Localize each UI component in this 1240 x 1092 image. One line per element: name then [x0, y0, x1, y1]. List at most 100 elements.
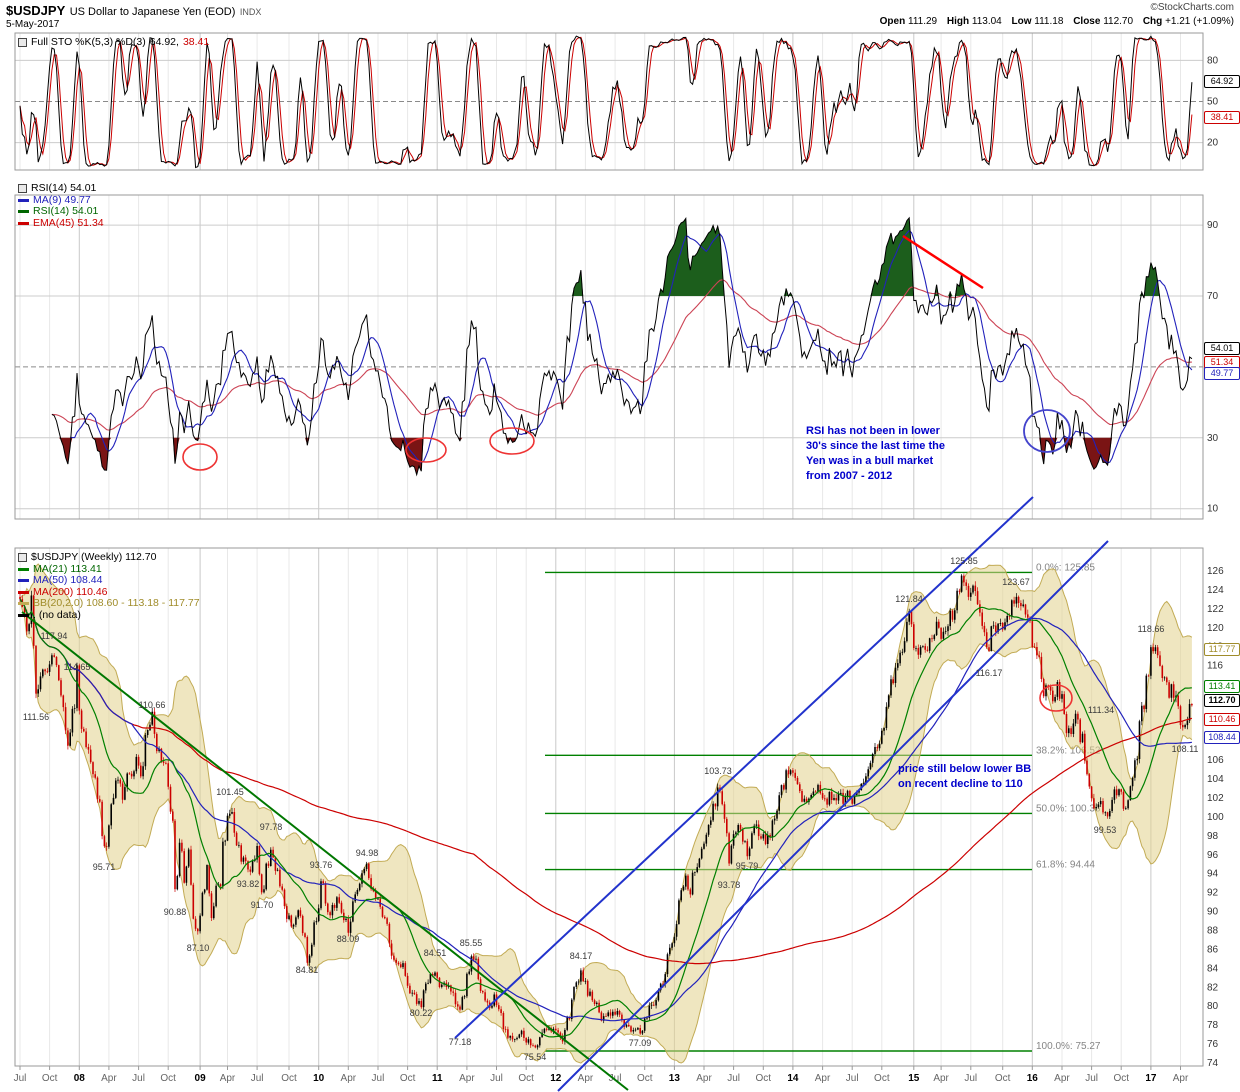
svg-text:Apr: Apr [933, 1073, 949, 1084]
price-swing-label: 125.85 [950, 556, 978, 566]
high-value: 113.04 [971, 16, 1002, 27]
svg-text:100.0%: 75.27: 100.0%: 75.27 [1036, 1041, 1101, 1052]
svg-text:76: 76 [1207, 1039, 1219, 1050]
svg-text:90: 90 [1207, 220, 1219, 231]
svg-text:Jul: Jul [1085, 1073, 1098, 1084]
candlestick-icon [18, 553, 27, 563]
price-swing-label: 121.84 [895, 594, 923, 604]
chg-value: +1.21 (+1.09%) [1165, 16, 1234, 27]
sto-k-value: 64.92, [149, 36, 179, 48]
price-swing-label: 95.79 [735, 861, 759, 871]
svg-text:94: 94 [1207, 869, 1219, 880]
price-swing-label: 114.65 [63, 662, 91, 672]
annotation-note: price still below lower BB on recent decl… [898, 763, 1032, 790]
rsi-area-label: RSI(14) 54.01 [33, 205, 99, 217]
downtrend-line [21, 611, 629, 1091]
no-data-icon [18, 613, 29, 617]
bollinger-band-icon [18, 602, 29, 606]
rsi-legend-row: RSI(14) 54.01 [18, 205, 104, 218]
low-label: Low [1011, 16, 1032, 27]
price-legend-row: MA(200) 110.46 [18, 586, 200, 599]
open-label: Open [879, 16, 906, 27]
rsi-low-circle [489, 427, 535, 455]
price-swing-label: 87.10 [186, 943, 210, 953]
ma21-line-icon [18, 567, 29, 571]
rsi-low-circle [182, 443, 218, 471]
axis-badge-108.44: 108.44 [1204, 731, 1240, 744]
svg-text:15: 15 [908, 1073, 920, 1084]
rsi-ema45-label: EMA(45) 51.34 [33, 216, 104, 229]
price-swing-label: 123.67 [1002, 577, 1030, 587]
axis-badge-110.46: 110.46 [1204, 713, 1240, 726]
rsi-divergence-line [902, 234, 984, 290]
svg-text:82: 82 [1207, 982, 1219, 993]
rsi-legend: RSI(14) 54.01 MA(9) 49.77 RSI(14) 54.01 … [18, 182, 104, 229]
price-swing-label: 93.82 [236, 879, 260, 889]
ma9-line-icon [18, 198, 29, 202]
svg-text:74: 74 [1207, 1058, 1219, 1069]
price-swing-label: 93.76 [309, 860, 333, 870]
ma21-label: MA(21) 113.41 [33, 562, 102, 575]
axis-badge-117.77: 117.77 [1204, 643, 1240, 656]
bb-label: BB(20,2.0) 108.60 - 113.18 - 117.77 [33, 597, 200, 609]
svg-text:Oct: Oct [42, 1073, 58, 1084]
svg-text:Jul: Jul [490, 1073, 503, 1084]
exchange-label: INDX [239, 7, 262, 17]
rsi-legend-row: RSI(14) 54.01 [18, 182, 104, 195]
symbol: $USDJPY [6, 3, 66, 18]
price-swing-label: 94.98 [355, 848, 379, 858]
svg-text:09: 09 [195, 1073, 207, 1084]
ma50-line-icon [18, 579, 29, 583]
svg-text:Apr: Apr [815, 1073, 831, 1084]
svg-text:38.2%: 106.52: 38.2%: 106.52 [1036, 745, 1101, 756]
svg-text:61.8%: 94.44: 61.8%: 94.44 [1036, 860, 1095, 871]
price-swing-label: 116.17 [975, 668, 1003, 678]
svg-text:Oct: Oct [281, 1073, 297, 1084]
price-swing-label: 80.22 [409, 1008, 433, 1018]
svg-text:106: 106 [1207, 755, 1224, 766]
axis-badge-64.92: 64.92 [1204, 75, 1240, 88]
svg-text:84: 84 [1207, 963, 1219, 974]
svg-text:80: 80 [1207, 55, 1219, 66]
indicator-icon [18, 184, 27, 194]
sto-legend-row: Full STO %K(5,3) %D(3) 64.92, 38.41 [18, 36, 210, 49]
svg-text:Oct: Oct [1113, 1073, 1129, 1084]
ma200-line-icon [18, 590, 29, 594]
quote-strip: Open 111.29 High 113.04 Low 111.18 Close… [873, 16, 1234, 27]
rsi-title: RSI(14) 54.01 [31, 182, 97, 194]
svg-text:120: 120 [1207, 623, 1224, 634]
svg-text:30: 30 [1207, 433, 1219, 444]
svg-text:86: 86 [1207, 944, 1219, 955]
svg-text:96: 96 [1207, 850, 1219, 861]
svg-text:Apr: Apr [220, 1073, 236, 1084]
bull-channel-line [454, 496, 1034, 1039]
svg-text:17: 17 [1145, 1073, 1157, 1084]
sto-legend: Full STO %K(5,3) %D(3) 64.92, 38.41 [18, 36, 210, 49]
ema45-line-icon [18, 221, 29, 225]
chart-date: 5-May-2017 [6, 19, 60, 30]
price-legend-row: . (no data) [18, 608, 200, 622]
low-value: 111.18 [1034, 16, 1064, 27]
sto-d-value: 38.41 [182, 36, 210, 48]
price-swing-label: 93.78 [717, 880, 741, 890]
svg-text:78: 78 [1207, 1020, 1219, 1031]
price-legend-row: MA(21) 113.41 [18, 562, 200, 576]
price-legend-row: MA(50) 108.44 [18, 574, 200, 587]
svg-text:Apr: Apr [101, 1073, 117, 1084]
svg-text:11: 11 [432, 1073, 443, 1084]
svg-text:Jul: Jul [132, 1073, 145, 1084]
price-circle [1039, 684, 1073, 712]
svg-text:Apr: Apr [696, 1073, 712, 1084]
no-data-label: . (no data) [33, 608, 81, 621]
svg-text:50: 50 [1207, 97, 1219, 108]
svg-text:08: 08 [74, 1073, 86, 1084]
bull-channel-line [557, 540, 1109, 1092]
price-legend-row: BB(20,2.0) 108.60 - 113.18 - 117.77 [18, 597, 200, 610]
svg-text:122: 122 [1207, 604, 1224, 615]
price-swing-label: 95.71 [92, 862, 116, 872]
svg-text:10: 10 [313, 1073, 325, 1084]
svg-text:16: 16 [1027, 1073, 1039, 1084]
price-swing-label: 77.18 [448, 1037, 472, 1047]
svg-text:Apr: Apr [459, 1073, 475, 1084]
